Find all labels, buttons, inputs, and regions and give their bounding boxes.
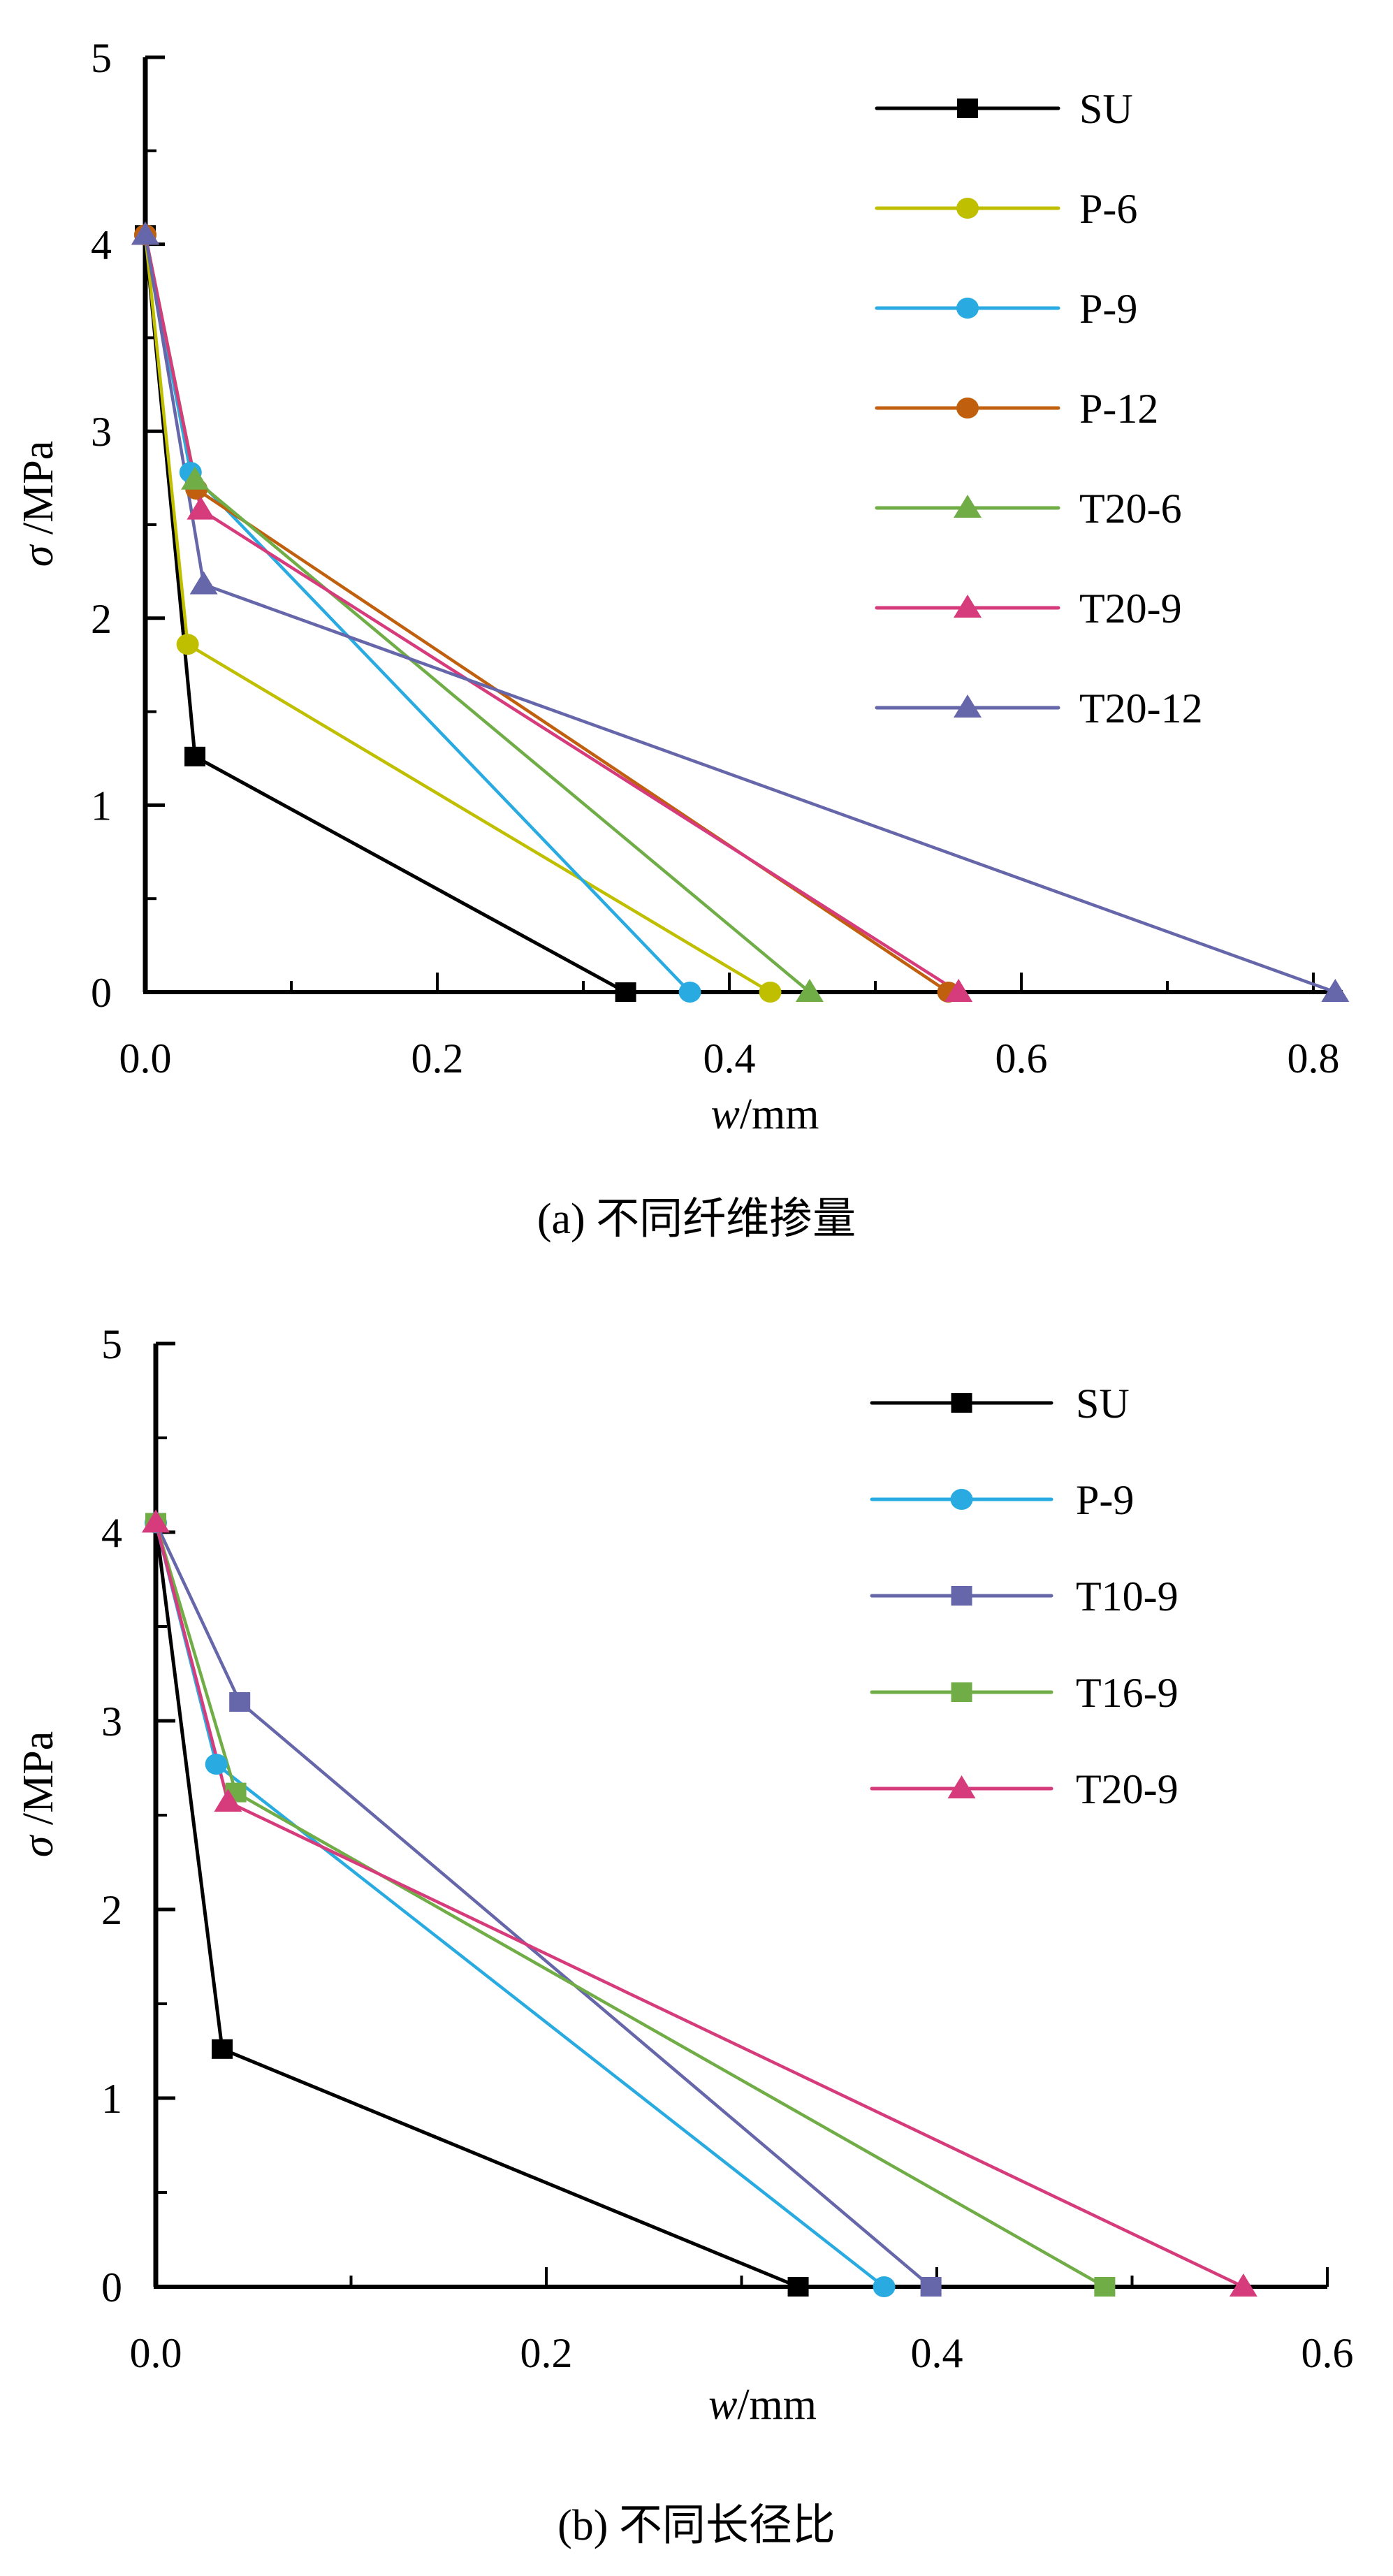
data-point-p-9	[205, 1754, 228, 1775]
data-point-t20-9	[1229, 2273, 1257, 2297]
legend-marker	[951, 1393, 972, 1413]
legend-marker	[954, 595, 982, 618]
legend-label: T20-6	[1079, 486, 1182, 532]
data-point-p-9	[678, 982, 701, 1003]
figure-caption: (b) 不同长径比	[557, 2502, 836, 2549]
legend-marker	[956, 298, 979, 319]
x-tick-label: 0.8	[1288, 1035, 1340, 1082]
data-point-t20-6	[795, 979, 824, 1002]
x-tick-label: 0.2	[411, 1035, 464, 1082]
legend-marker	[950, 1489, 973, 1510]
y-tick-label: 4	[91, 222, 112, 268]
legend-marker	[954, 694, 982, 718]
x-tick-label: 0.6	[995, 1035, 1048, 1082]
legend-label: T20-9	[1076, 1766, 1179, 1812]
y-tick-label: 2	[101, 1887, 122, 1933]
legend-label: T10-9	[1076, 1573, 1179, 1620]
legend-label: P-6	[1079, 186, 1137, 232]
series-line-t10-9	[154, 1522, 933, 2288]
y-tick-label: 5	[91, 35, 112, 81]
legend-label: SU	[1079, 86, 1133, 132]
legend-marker	[954, 495, 982, 518]
data-point-t16-9	[1094, 2277, 1116, 2297]
y-tick-label: 5	[101, 1321, 122, 1367]
legend-marker	[956, 198, 979, 219]
x-tick-label: 0.4	[703, 1035, 756, 1082]
data-point-t20-12	[189, 571, 218, 595]
data-point-t20-12	[131, 221, 159, 245]
y-tick-label: 2	[91, 596, 112, 642]
legend-label: SU	[1076, 1381, 1130, 1427]
series-line-t16-9	[154, 1522, 1106, 2288]
data-point-t10-9	[920, 2277, 942, 2297]
data-point-p-6	[759, 982, 782, 1003]
y-tick-label: 0	[91, 970, 112, 1016]
x-axis-label: w/mm	[708, 2381, 817, 2429]
x-tick-label: 0.2	[520, 2330, 573, 2376]
series-line-su	[143, 234, 627, 994]
legend-marker	[956, 398, 979, 419]
series-line-p-6	[143, 234, 771, 994]
legend-marker	[947, 1775, 976, 1798]
legend-marker	[951, 1586, 972, 1606]
data-point-t10-9	[229, 1692, 251, 1712]
y-tick-label: 4	[101, 1510, 122, 1556]
series-line-t20-9	[143, 234, 960, 994]
y-tick-label: 0	[101, 2264, 122, 2311]
data-point-t20-9	[187, 496, 215, 520]
legend: SU P-9 T10-9 T16-9 T20-9	[870, 1381, 1179, 1812]
chart-a: 0 1 2 3 4 5 0.0 0.2 0.4 0.6 0.8 w/mm σ /MPa (a) 不同纤维掺…	[15, 35, 1350, 1243]
data-point-su	[787, 2277, 809, 2297]
legend: SU P-6 P-9 P-12 T20-6 T20-9 T20-12	[875, 86, 1203, 732]
data-point-p-6	[176, 634, 199, 655]
y-tick-label: 1	[101, 2076, 122, 2122]
data-point-t20-9	[214, 1789, 242, 1812]
x-tick-label: 0.6	[1301, 2330, 1354, 2376]
series-line-p-12	[143, 234, 949, 994]
legend-label: T16-9	[1076, 1670, 1179, 1716]
data-point-t20-12	[1321, 979, 1350, 1002]
legend-label: P-9	[1076, 1477, 1134, 1523]
data-point-su	[212, 2039, 233, 2059]
legend-marker	[957, 99, 978, 118]
x-tick-label: 0.0	[130, 2330, 182, 2376]
legend-label: T20-12	[1079, 685, 1203, 732]
legend-marker	[951, 1682, 972, 1702]
y-tick-label: 3	[91, 409, 112, 455]
figure-caption: (a) 不同纤维掺量	[537, 1195, 856, 1243]
chart-b: 0 1 2 3 4 5 0.0 0.2 0.4 0.6 w/mm σ /MPa (b) 不同长径比 SU P…	[15, 1321, 1354, 2549]
x-tick-label: 0.0	[119, 1035, 172, 1082]
x-axis-label: w/mm	[710, 1091, 819, 1138]
y-tick-label: 3	[101, 1698, 122, 1745]
y-tick-label: 1	[91, 783, 112, 829]
series-line-su	[154, 1522, 799, 2289]
data-point-t20-9	[945, 979, 973, 1002]
data-point-p-9	[873, 2276, 896, 2297]
legend-label: T20-9	[1079, 585, 1182, 632]
data-point-su	[615, 982, 636, 1002]
data-point-su	[184, 746, 206, 766]
y-axis-label: σ /MPa	[15, 1731, 62, 1857]
y-axis-label: σ /MPa	[15, 441, 62, 567]
data-point-t20-9	[142, 1509, 170, 1533]
legend-label: P-9	[1079, 286, 1137, 332]
x-tick-label: 0.4	[911, 2330, 963, 2376]
series-line-t20-9	[154, 1522, 1244, 2289]
legend-label: P-12	[1079, 386, 1158, 432]
data-point-t20-6	[181, 466, 210, 490]
series-line-t20-6	[143, 234, 811, 994]
